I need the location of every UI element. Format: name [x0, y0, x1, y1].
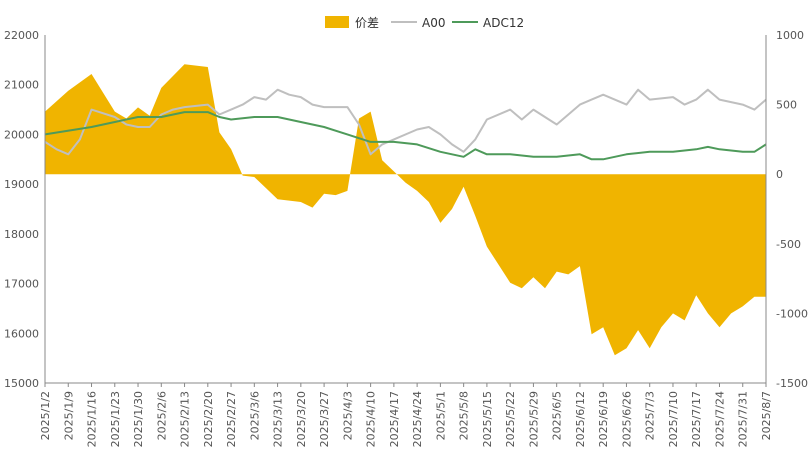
x-axis-tick-label: 2025/6/26: [620, 391, 633, 447]
legend-label-a00: A00: [422, 16, 445, 30]
right-axis-tick-label: 1000: [776, 29, 804, 42]
x-axis-tick-label: 2025/1/2: [39, 391, 52, 440]
left-axis-tick-label: 15000: [4, 377, 39, 390]
left-axis-tick-label: 22000: [4, 29, 39, 42]
series-spread-area: [45, 64, 766, 356]
x-axis-tick-label: 2025/2/6: [155, 391, 168, 440]
left-axis: 15000 16000 17000 18000 19000 20000 21000 22000: [4, 29, 39, 390]
left-axis-tick-label: 19000: [4, 178, 39, 191]
series-a00-line: [44, 88, 767, 156]
x-axis-tick-label: 2025/2/20: [202, 391, 215, 447]
x-axis-tick-label: 2025/1/30: [132, 391, 145, 447]
x-axis-tick-label: 2025/3/6: [248, 391, 261, 440]
legend-label-spread: 价差: [355, 16, 379, 30]
x-axis-tick-label: 2025/7/3: [644, 391, 657, 440]
x-axis-tick-label: 2025/5/8: [458, 391, 471, 440]
x-axis-tick-label: 2025/3/27: [318, 391, 331, 447]
x-axis-tick-label: 2025/3/20: [295, 391, 308, 447]
left-axis-tick-label: 17000: [4, 278, 39, 291]
x-axis-tick-label: 2025/1/9: [62, 391, 75, 440]
x-axis-tick-label: 2025/2/13: [179, 391, 192, 447]
series-adc12-line: [44, 111, 767, 161]
x-axis-tick-label: 2025/4/24: [411, 391, 424, 447]
left-axis-tick-label: 16000: [4, 327, 39, 340]
right-axis-tick-label: 500: [776, 99, 797, 112]
right-axis-tick-label: -500: [776, 238, 801, 251]
x-axis-tick-label: 2025/5/22: [504, 391, 517, 447]
x-axis-tick-label: 2025/4/17: [388, 391, 401, 447]
x-axis-tick-label: 2025/7/31: [737, 391, 750, 447]
x-axis-tick-label: 2025/7/10: [667, 391, 680, 447]
x-axis-tick-label: 2025/1/16: [86, 391, 99, 447]
x-axis-tick-label: 2025/6/19: [597, 391, 610, 447]
right-axis-tick-label: 0: [776, 168, 783, 181]
x-axis-tick-label: 2025/4/10: [365, 391, 378, 447]
right-axis: -1500 -1000 -500 0 500 1000: [776, 29, 808, 390]
legend: 价差 A00 ADC12: [325, 16, 524, 30]
x-axis-tick-label: 2025/3/13: [272, 391, 285, 447]
x-axis-tick-label: 2025/5/29: [527, 391, 540, 447]
x-axis-tick-label: 2025/4/3: [341, 391, 354, 440]
x-axis-tick-label: 2025/7/17: [690, 391, 703, 447]
x-axis-tick-label: 2025/2/27: [225, 391, 238, 447]
x-axis: 2025/1/2 2025/1/9 2025/1/16 2025/1/23 2025/1…: [39, 383, 773, 447]
right-axis-tick-label: -1500: [776, 377, 808, 390]
plot-area: [44, 35, 767, 384]
right-axis-tick-label: -1000: [776, 307, 808, 320]
x-axis-tick-label: 2025/6/12: [574, 391, 587, 447]
x-axis-tick-label: 2025/8/7: [760, 391, 773, 440]
x-axis-tick-label: 2025/7/24: [713, 391, 726, 447]
x-axis-tick-label: 2025/6/5: [551, 391, 564, 440]
x-axis-tick-label: 2025/5/15: [481, 391, 494, 447]
x-axis-tick-label: 2025/1/23: [109, 391, 122, 447]
left-axis-tick-label: 21000: [4, 79, 39, 92]
x-axis-tick-label: 2025/5/1: [434, 391, 447, 440]
legend-label-adc12: ADC12: [483, 16, 524, 30]
left-axis-tick-label: 20000: [4, 128, 39, 141]
legend-swatch-spread: [325, 16, 349, 28]
left-axis-tick-label: 18000: [4, 228, 39, 241]
